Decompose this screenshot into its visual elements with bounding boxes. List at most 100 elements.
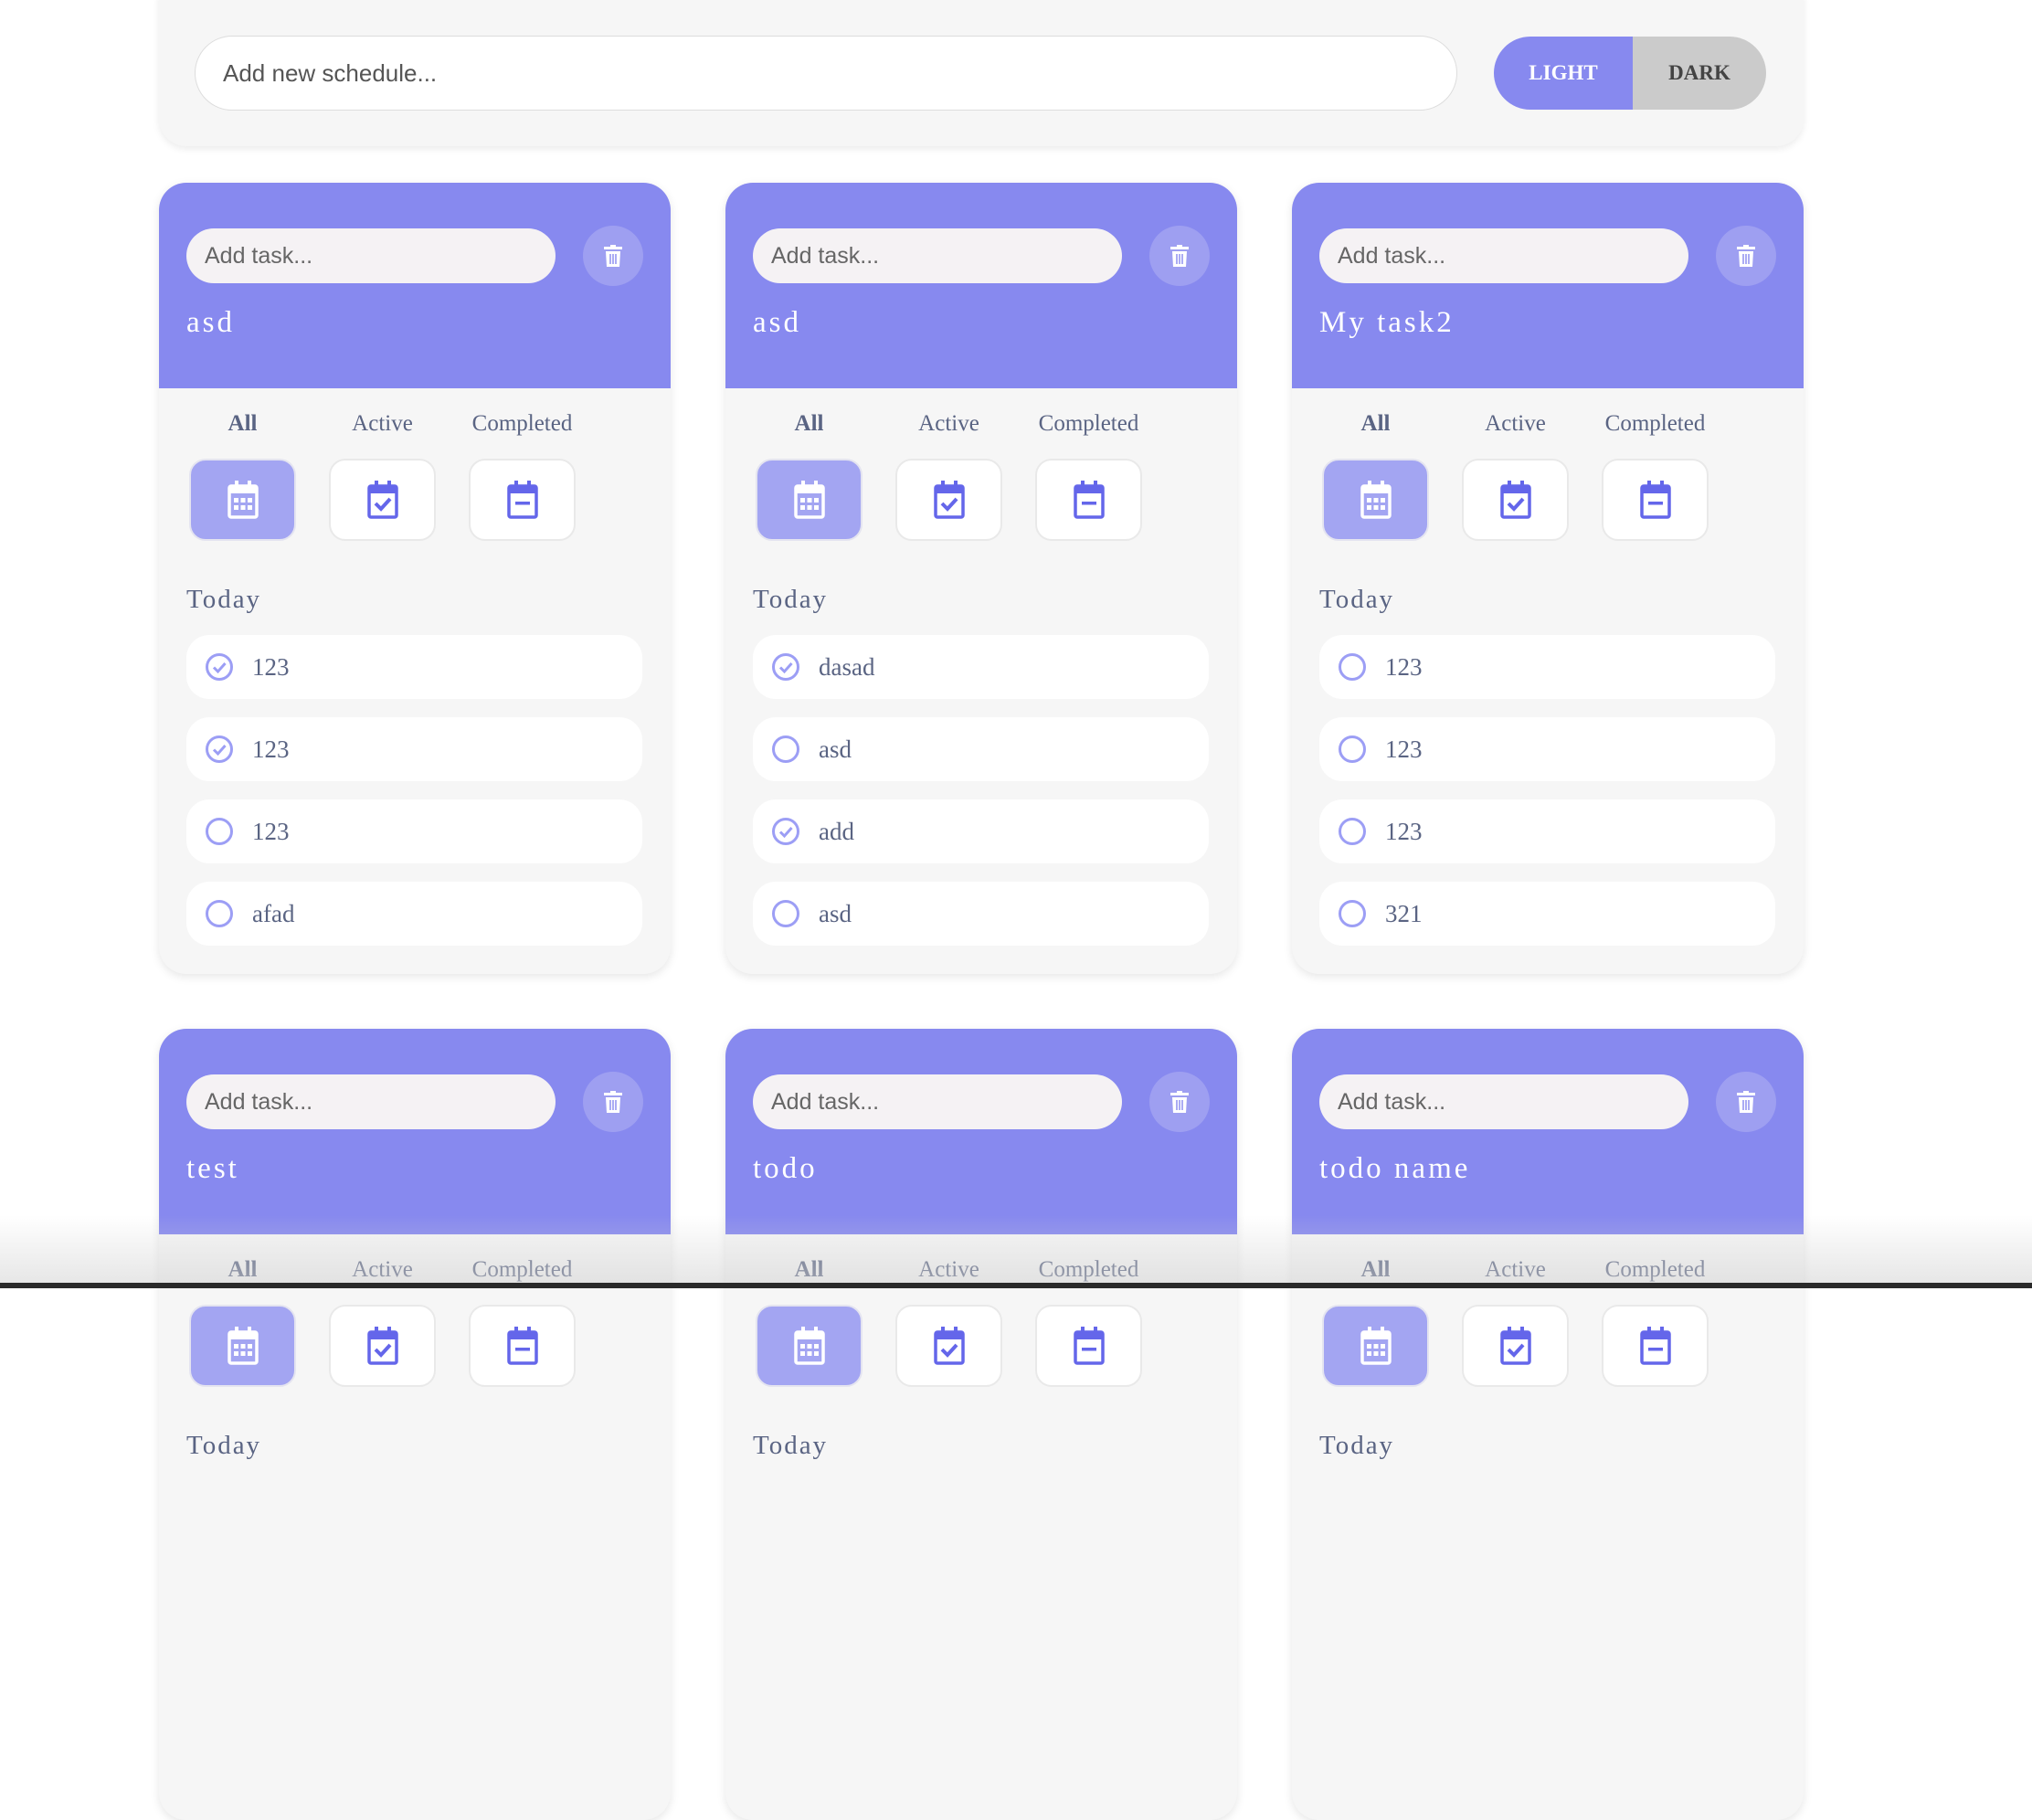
checked-circle-icon[interactable] [771, 817, 800, 846]
filter-label-completed: Completed [1604, 1257, 1706, 1282]
light-theme-button[interactable]: LIGHT [1494, 37, 1633, 110]
task-item[interactable]: 123 [1319, 635, 1775, 699]
task-text: 123 [252, 735, 290, 763]
card-header: Add task... asd [725, 183, 1237, 388]
unchecked-circle-icon[interactable] [205, 899, 234, 928]
task-item[interactable]: 123 [1319, 717, 1775, 781]
add-task-input[interactable] [753, 1074, 1122, 1129]
delete-card-button[interactable] [1716, 1072, 1776, 1132]
unchecked-circle-icon[interactable] [1338, 652, 1367, 682]
filter-button-active[interactable] [895, 459, 1002, 541]
card-header: Add task... todo [725, 1029, 1237, 1234]
theme-toggle[interactable]: LIGHT DARK [1494, 37, 1766, 110]
unchecked-circle-icon[interactable] [1338, 817, 1367, 846]
calendar-minus-icon [506, 481, 538, 519]
unchecked-circle-icon[interactable] [771, 735, 800, 764]
task-item[interactable]: 123 [186, 799, 642, 863]
task-text: 123 [1385, 652, 1423, 681]
calendar-minus-icon [1073, 1327, 1105, 1365]
filter-button-active[interactable] [329, 459, 436, 541]
trash-icon [1736, 1091, 1756, 1113]
task-item[interactable]: 123 [186, 635, 642, 699]
filter-label-all: All [228, 1257, 258, 1282]
delete-card-button[interactable] [1716, 226, 1776, 286]
task-item[interactable]: afad [186, 882, 642, 946]
add-task-input[interactable] [186, 228, 556, 283]
filter-label-completed: Completed [1038, 1257, 1139, 1282]
delete-card-button[interactable] [583, 1072, 643, 1132]
today-heading: Today [186, 1431, 262, 1460]
task-text: 123 [1385, 817, 1423, 845]
task-item[interactable]: 123 [186, 717, 642, 781]
task-text: add [819, 817, 854, 845]
filter-button-all[interactable] [189, 1305, 296, 1387]
delete-card-button[interactable] [583, 226, 643, 286]
task-item[interactable]: asd [753, 717, 1209, 781]
filter-button-active[interactable] [1462, 1305, 1569, 1387]
filter-button-completed[interactable] [1035, 459, 1142, 541]
task-text: afad [252, 899, 295, 927]
filter-button-completed[interactable] [469, 1305, 576, 1387]
task-text: dasad [819, 652, 875, 681]
filter-label-all: All [794, 411, 824, 436]
add-task-input[interactable] [1319, 228, 1688, 283]
calendar-minus-icon [1639, 1327, 1671, 1365]
task-item[interactable]: 321 [1319, 882, 1775, 946]
schedule-card: Add task... asd All Active Completed Tod… [725, 183, 1237, 974]
filter-label-active: Active [918, 411, 979, 436]
delete-card-button[interactable] [1149, 226, 1210, 286]
filter-button-all[interactable] [1322, 1305, 1429, 1387]
filter-button-completed[interactable] [1602, 1305, 1709, 1387]
trash-icon [603, 245, 623, 267]
unchecked-circle-icon[interactable] [771, 899, 800, 928]
today-heading: Today [753, 585, 829, 614]
filter-button-completed[interactable] [1035, 1305, 1142, 1387]
filter-label-completed: Completed [471, 411, 573, 436]
filter-label-active: Active [1485, 1257, 1546, 1282]
task-list: 123 123 123 afad [186, 635, 642, 964]
dark-theme-button[interactable]: DARK [1633, 37, 1766, 110]
card-title: todo [753, 1152, 818, 1185]
checked-circle-icon[interactable] [205, 652, 234, 682]
filter-button-all[interactable] [189, 459, 296, 541]
filter-button-completed[interactable] [469, 459, 576, 541]
unchecked-circle-icon[interactable] [205, 817, 234, 846]
calendar-grid-icon [793, 1327, 825, 1365]
schedule-header: LIGHT DARK [159, 0, 1804, 146]
calendar-grid-icon [227, 481, 259, 519]
checked-circle-icon[interactable] [205, 735, 234, 764]
delete-card-button[interactable] [1149, 1072, 1210, 1132]
filter-label-completed: Completed [471, 1257, 573, 1282]
filter-button-all[interactable] [756, 1305, 863, 1387]
calendar-check-icon [1499, 1327, 1531, 1365]
task-list: dasad asd add asd [753, 635, 1209, 964]
filter-button-active[interactable] [329, 1305, 436, 1387]
checked-circle-icon[interactable] [771, 652, 800, 682]
today-heading: Today [186, 585, 262, 614]
calendar-minus-icon [506, 1327, 538, 1365]
task-item[interactable]: add [753, 799, 1209, 863]
task-item[interactable]: 123 [1319, 799, 1775, 863]
schedule-card: Add task... todo All Active Completed To… [725, 1029, 1237, 1820]
filter-label-completed: Completed [1038, 411, 1139, 436]
unchecked-circle-icon[interactable] [1338, 735, 1367, 764]
filter-button-active[interactable] [895, 1305, 1002, 1387]
unchecked-circle-icon[interactable] [1338, 899, 1367, 928]
task-text: asd [819, 735, 852, 763]
add-task-input[interactable] [1319, 1074, 1688, 1129]
today-heading: Today [1319, 1431, 1395, 1460]
filter-button-all[interactable] [1322, 459, 1429, 541]
task-item[interactable]: asd [753, 882, 1209, 946]
task-item[interactable]: dasad [753, 635, 1209, 699]
filter-button-active[interactable] [1462, 459, 1569, 541]
filter-button-all[interactable] [756, 459, 863, 541]
card-header: Add task... todo name [1292, 1029, 1804, 1234]
add-task-input[interactable] [753, 228, 1122, 283]
calendar-check-icon [933, 481, 965, 519]
add-task-input[interactable] [186, 1074, 556, 1129]
card-title: asd [186, 306, 235, 339]
card-header: Add task... test [159, 1029, 671, 1234]
calendar-grid-icon [1360, 481, 1392, 519]
add-schedule-input[interactable] [195, 36, 1457, 111]
filter-button-completed[interactable] [1602, 459, 1709, 541]
